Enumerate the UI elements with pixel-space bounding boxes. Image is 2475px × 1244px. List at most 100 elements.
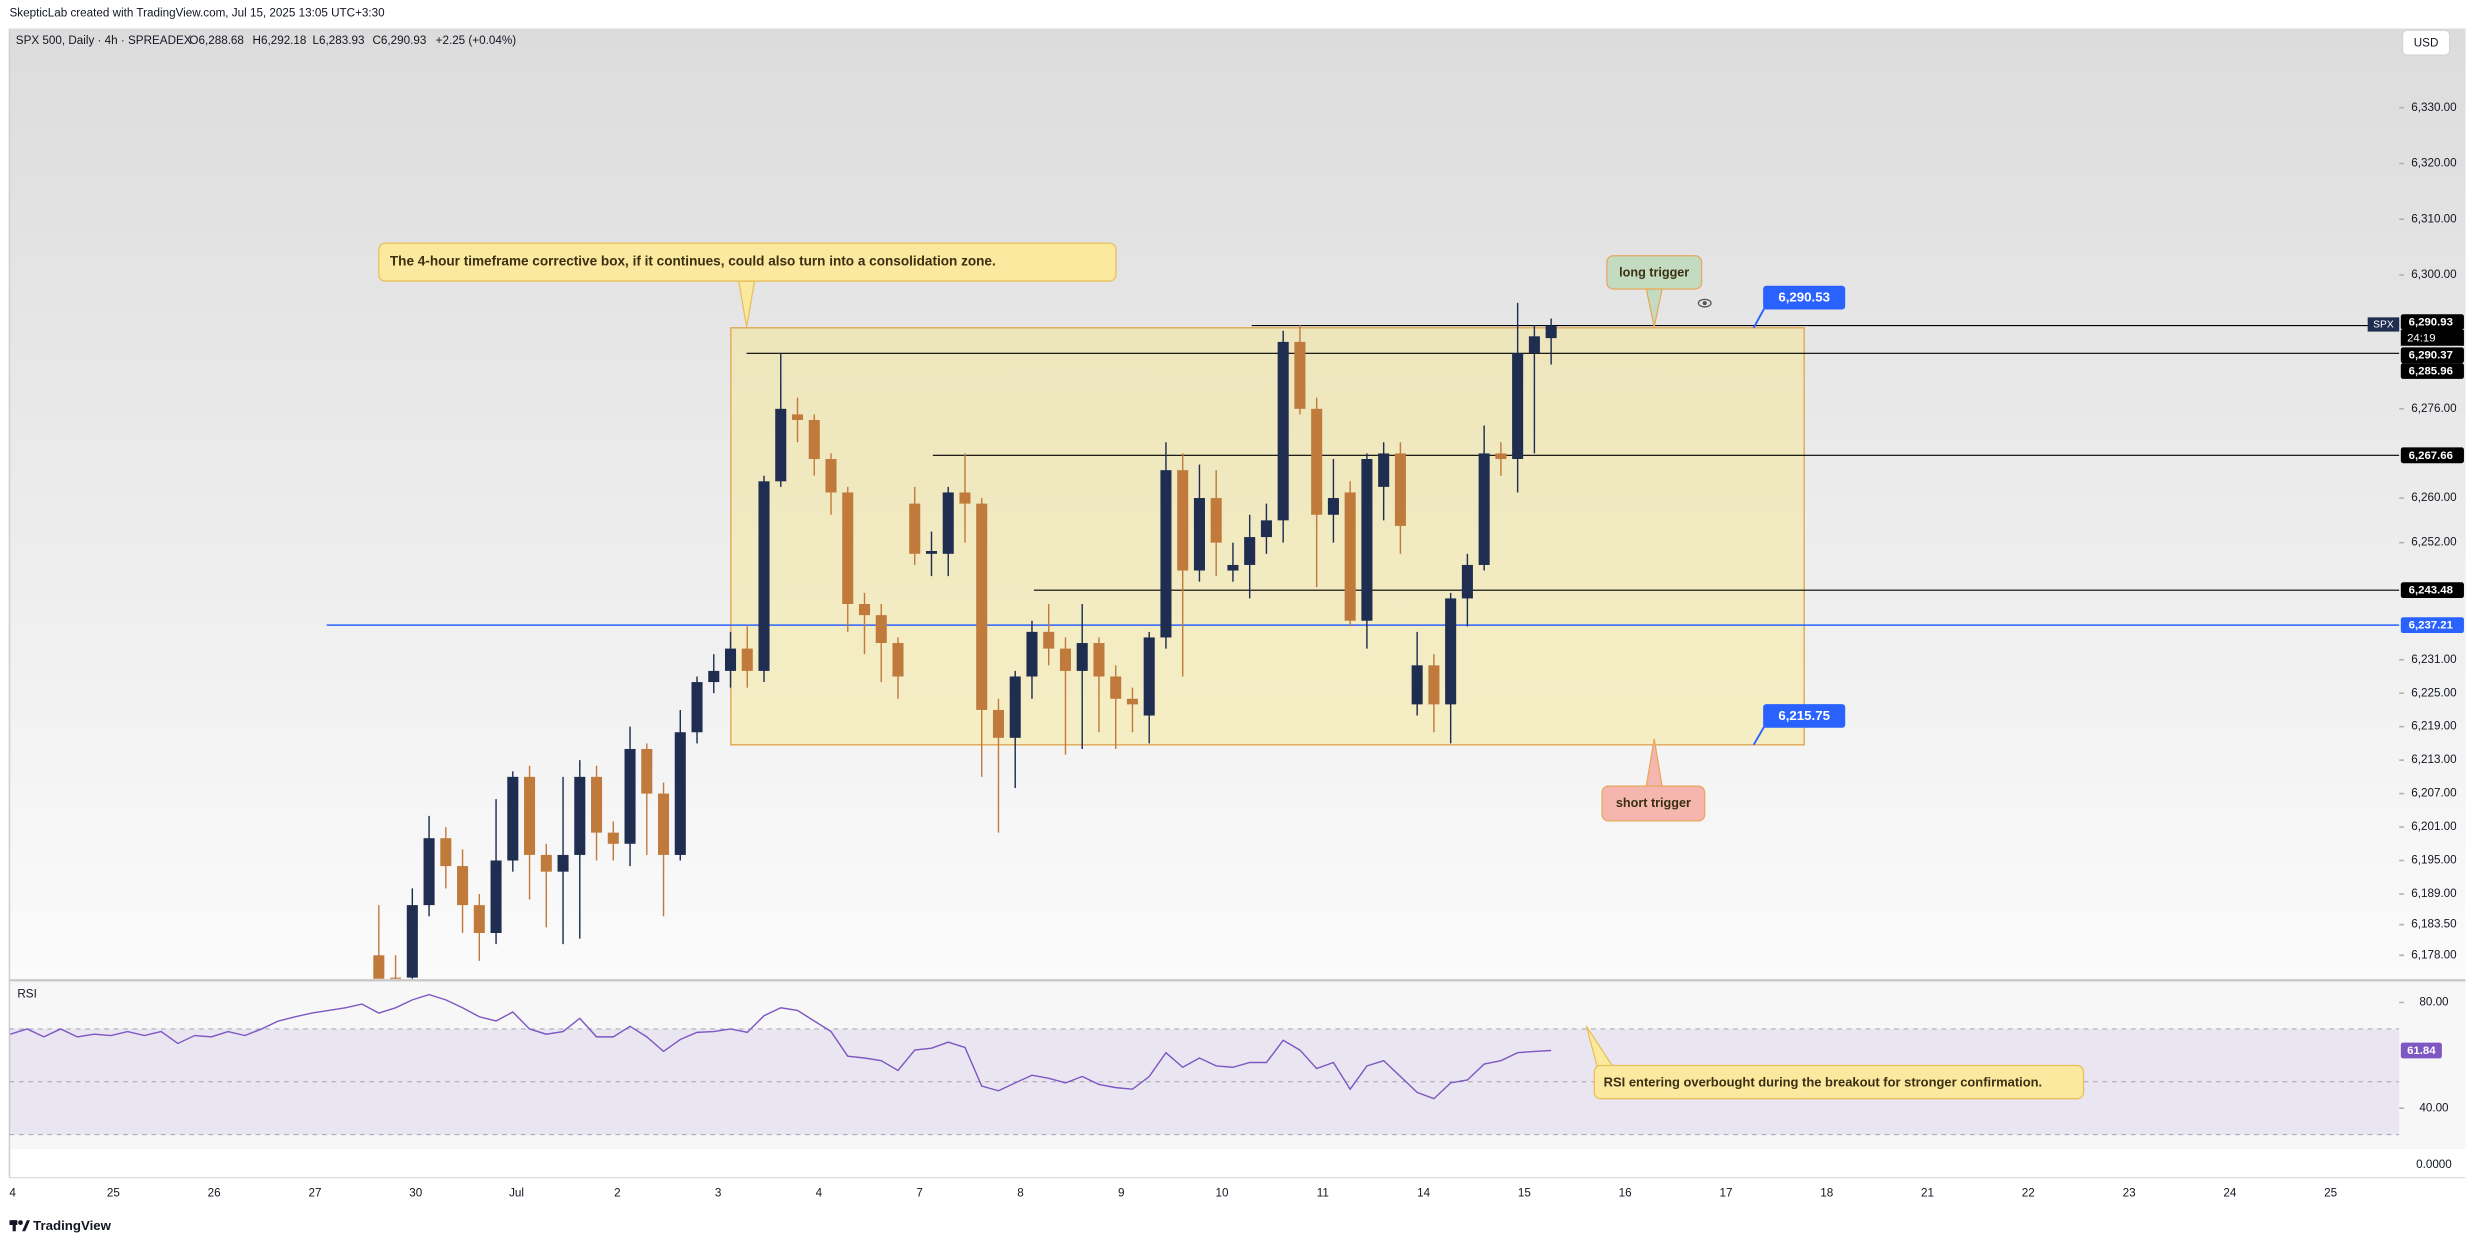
candle-body (457, 866, 469, 906)
candle-body (557, 854, 569, 872)
price-tag (2400, 347, 2464, 364)
long-trigger: long trigger (1619, 265, 1689, 279)
candle-body (524, 776, 536, 855)
logo-mark (18, 1220, 23, 1225)
x-tick-label: 25 (2324, 1186, 2337, 1199)
logo-mark (22, 1220, 30, 1232)
x-tick-label: 25 (107, 1186, 120, 1199)
candle-body (1411, 665, 1423, 705)
rsi-note-box (1593, 1064, 2085, 1100)
credit: SkepticLab created with TradingView.com,… (9, 7, 385, 20)
price-tag (2400, 447, 2464, 464)
x-tick-label: 4 (9, 1186, 16, 1199)
box-label: 6,290.53 (1778, 290, 1830, 305)
overlay: The 4-hour timeframe corrective box, if … (378, 242, 2085, 1100)
candle-body (1160, 470, 1172, 638)
y-tick-label: 0.0000 (2416, 1158, 2452, 1171)
x-tick-label: 30 (409, 1186, 422, 1199)
x-tick-label: 24 (2223, 1186, 2236, 1199)
candle-body (976, 503, 988, 710)
x-tick-label: 10 (1216, 1186, 1229, 1199)
rsi-title: RSI (17, 988, 36, 1001)
long-trigger-box (1606, 255, 1703, 290)
candle-body (1126, 698, 1138, 705)
candle-body (858, 603, 871, 616)
candle-body (1311, 408, 1323, 515)
x-tick-label: 26 (208, 1186, 221, 1199)
visibility-icon[interactable] (1702, 301, 1707, 306)
rsi-line (10, 993, 1552, 1100)
candle-body (758, 481, 770, 671)
visibility-icon[interactable] (1697, 298, 1712, 308)
y-tick-label: 40.00 (2419, 1101, 2449, 1114)
candle-body (1110, 676, 1122, 699)
candle-body (1394, 453, 1406, 526)
candle-body (992, 709, 1005, 738)
candle-body (540, 854, 552, 872)
short-trigger: short trigger (1616, 796, 1691, 810)
candle-body (1361, 459, 1373, 621)
candle-body (473, 905, 485, 934)
candle-body (1445, 598, 1457, 705)
candle-body (507, 776, 519, 861)
candle-body (1210, 498, 1222, 543)
x-tick-label: 27 (308, 1186, 321, 1199)
currency-button[interactable] (2401, 29, 2451, 57)
candle-body (1378, 453, 1390, 487)
price-tag-label: 6,290.37 (2409, 350, 2453, 362)
x-tick-label: 22 (2022, 1186, 2035, 1199)
box-label-bg (1763, 285, 1846, 310)
box-label: 6,215.75 (1778, 708, 1830, 723)
x-tick-label: 3 (715, 1186, 722, 1199)
candle-body (1327, 498, 1339, 515)
y-tick-label: 6,189.00 (2411, 887, 2457, 900)
ohlc-close: C6,290.93 (373, 34, 427, 47)
x-tick-label: 9 (1118, 1186, 1125, 1199)
x-tick-label: 7 (916, 1186, 923, 1199)
candle-body (373, 955, 385, 979)
y-tick-label: 6,231.00 (2411, 653, 2457, 666)
candle-body (691, 682, 703, 733)
box-note: The 4-hour timeframe corrective box, if … (390, 254, 996, 269)
candle-body (1227, 564, 1239, 571)
y-tick-label: 6,252.00 (2411, 536, 2457, 549)
candle-body (825, 459, 837, 493)
x-tick-label: 4 (816, 1186, 823, 1199)
y-tick-label: 6,276.00 (2411, 402, 2457, 415)
candle-body (607, 832, 619, 844)
x-tick-label: 8 (1017, 1186, 1024, 1199)
candle-body (775, 408, 787, 482)
candle-body (1528, 336, 1540, 354)
candle-body (892, 643, 904, 677)
tradingview-logo: TradingView (9, 1218, 112, 1233)
rsi-note: RSI entering overbought during the break… (1604, 1074, 2042, 1089)
currency[interactable]: USD (2414, 37, 2439, 50)
candle-body (808, 419, 820, 460)
candle-body (490, 860, 502, 934)
x-tick-label: Jul (509, 1186, 524, 1199)
candle-body (658, 793, 670, 855)
candle-body (1277, 341, 1289, 521)
candle-body (1260, 520, 1272, 538)
x-tick-label: 18 (1820, 1186, 1833, 1199)
price-tag (2400, 363, 2464, 379)
candle-body (1009, 676, 1021, 738)
main-plot (326, 302, 2400, 979)
x-tick-label: 21 (1921, 1186, 1934, 1199)
candle-body (1294, 341, 1306, 409)
y-tick-label: 6,201.00 (2411, 820, 2457, 833)
candle-body (1478, 453, 1490, 565)
candle-body (741, 648, 753, 671)
box-label-bg (1763, 704, 1846, 728)
y-tick-label: 6,219.00 (2411, 720, 2457, 733)
candle-body (1177, 470, 1189, 571)
x-tick-label: 2 (614, 1186, 621, 1199)
axes: 6,330.00 6,320.00 6,310.00 6,300.00 6,276.00… (9, 101, 2464, 1199)
candle-body (423, 838, 435, 906)
candle-body (1244, 537, 1256, 565)
logo-mark (12, 1220, 16, 1232)
rsi-tag-label: 61.84 (2407, 1045, 2436, 1057)
candle-body (390, 977, 402, 979)
candle-body (1093, 643, 1105, 677)
